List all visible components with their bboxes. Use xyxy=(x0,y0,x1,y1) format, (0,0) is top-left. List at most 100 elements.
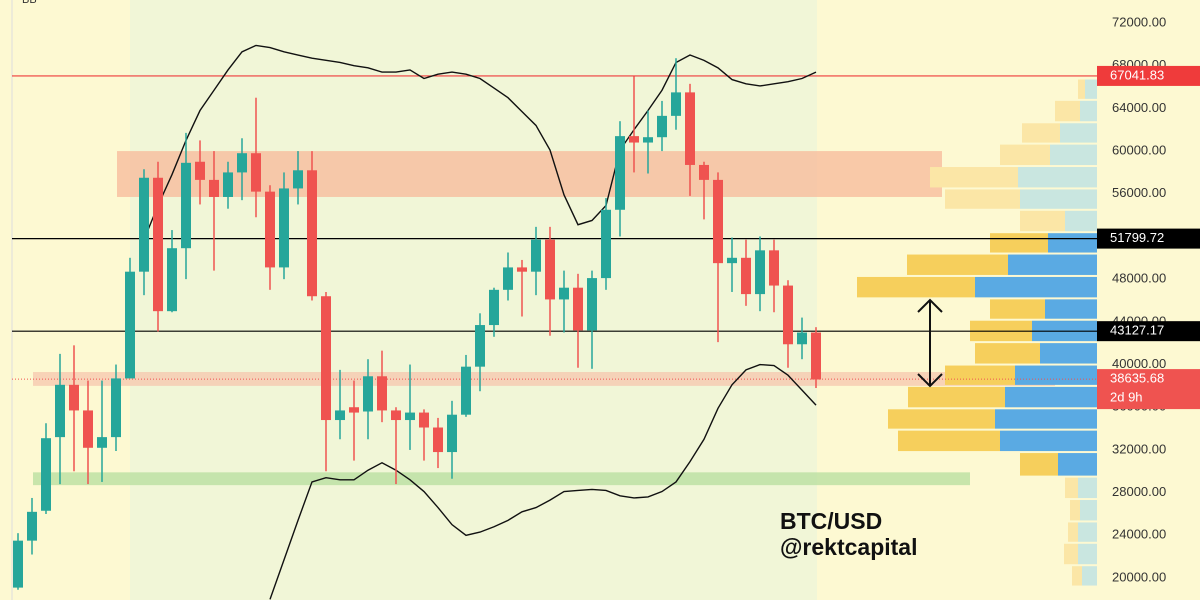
profile-down xyxy=(1018,167,1097,188)
candle-body xyxy=(41,438,51,511)
candle-body xyxy=(811,332,821,380)
candle-body xyxy=(531,239,541,272)
profile-up xyxy=(1022,123,1060,143)
candle-body xyxy=(447,414,457,453)
price-tag-box xyxy=(1097,369,1200,410)
candle-body xyxy=(111,378,121,438)
profile-down xyxy=(995,409,1097,429)
profile-up xyxy=(888,409,995,429)
y-tick-label: 56000.00 xyxy=(1112,185,1166,200)
profile-up xyxy=(898,430,1000,452)
profile-down xyxy=(975,276,1097,298)
candle-body xyxy=(545,239,555,300)
price-tag-label: 38635.68 xyxy=(1110,371,1164,386)
candle-body xyxy=(209,179,219,197)
profile-up xyxy=(945,189,1020,209)
candle-body xyxy=(433,427,443,453)
candle-body xyxy=(167,248,177,312)
candle-body xyxy=(83,410,93,448)
band-shade xyxy=(130,0,817,600)
y-tick-label: 40000.00 xyxy=(1112,356,1166,371)
profile-down xyxy=(1048,233,1097,253)
indicator-label: BB xyxy=(22,0,37,6)
candle-body xyxy=(419,412,429,428)
candle-body xyxy=(307,170,317,297)
arrow-head xyxy=(917,298,943,313)
profile-down xyxy=(1050,144,1097,166)
profile-down xyxy=(1008,254,1097,275)
y-tick-label: 24000.00 xyxy=(1112,527,1166,542)
candle-body xyxy=(699,164,709,180)
candle-body xyxy=(223,172,233,197)
price-tag-box xyxy=(1097,321,1200,342)
candle-body xyxy=(139,177,149,272)
candle-body xyxy=(587,278,597,331)
candle-body xyxy=(475,325,485,367)
candle-body xyxy=(55,384,65,438)
candle-body xyxy=(797,332,807,345)
candle-body xyxy=(335,410,345,421)
profile-up xyxy=(1072,566,1082,586)
price-tags: 67041.83 51799.72 43127.17 38635.68 2d 9h xyxy=(1097,65,1200,410)
profile-up xyxy=(975,343,1040,364)
profile-up xyxy=(990,299,1045,319)
profile-up xyxy=(1020,453,1058,476)
candle-body xyxy=(489,289,499,326)
candle-body xyxy=(391,410,401,421)
profile-down xyxy=(1060,123,1097,143)
profile-down xyxy=(1015,365,1097,385)
band-upper xyxy=(143,44,817,240)
profile-up xyxy=(1000,144,1050,166)
candle-body xyxy=(237,153,247,173)
price-axis: 72000.0068000.0064000.0060000.0056000.00… xyxy=(1112,14,1166,584)
y-tick-label: 28000.00 xyxy=(1112,484,1166,499)
price-tag-label: 67041.83 xyxy=(1110,67,1164,82)
candle-body xyxy=(13,540,23,588)
y-tick-label: 64000.00 xyxy=(1112,100,1166,115)
symbol-watermark: BTC/USD xyxy=(780,508,882,534)
candle-body xyxy=(559,287,569,300)
profile-down xyxy=(1040,343,1097,364)
profile-down xyxy=(1078,522,1097,542)
profile-down xyxy=(1085,79,1097,99)
candle-body xyxy=(517,267,527,272)
profile-down xyxy=(1000,430,1097,452)
profile-up xyxy=(857,276,975,298)
profile-down xyxy=(1080,500,1097,521)
candle-body xyxy=(181,162,191,249)
zone xyxy=(33,472,970,486)
y-tick-label: 72000.00 xyxy=(1112,14,1166,29)
candle-body xyxy=(69,384,79,411)
profile-down xyxy=(1045,299,1097,319)
candle-body xyxy=(265,191,275,268)
price-tag-box xyxy=(1097,65,1200,86)
candle-body xyxy=(349,407,359,413)
candle-body xyxy=(615,136,625,210)
candle-body xyxy=(713,179,723,264)
y-tick-label: 20000.00 xyxy=(1112,569,1166,584)
profile-up xyxy=(1078,79,1085,99)
arrow-head xyxy=(917,373,943,388)
candle-body xyxy=(363,376,373,412)
range-arrow xyxy=(917,298,943,388)
candle-body xyxy=(461,366,471,415)
profile-up xyxy=(945,365,1015,385)
candle-body xyxy=(629,136,639,143)
band-lower xyxy=(269,363,817,600)
candle-body xyxy=(741,257,751,295)
profile-down xyxy=(1065,210,1097,232)
profile-up xyxy=(1068,522,1078,542)
price-tag-box xyxy=(1097,228,1200,249)
y-tick-label: 60000.00 xyxy=(1112,143,1166,158)
profile-up xyxy=(930,167,1018,188)
countdown-label: 2d 9h xyxy=(1110,390,1143,405)
profile-up xyxy=(907,254,1008,275)
candle-body xyxy=(685,92,695,165)
candle-body xyxy=(657,115,667,138)
candle-body xyxy=(573,287,583,331)
candle-body xyxy=(405,412,415,421)
candle-body xyxy=(643,137,653,143)
candles xyxy=(13,58,821,590)
candle-body xyxy=(27,511,37,541)
candle-body xyxy=(293,170,303,189)
